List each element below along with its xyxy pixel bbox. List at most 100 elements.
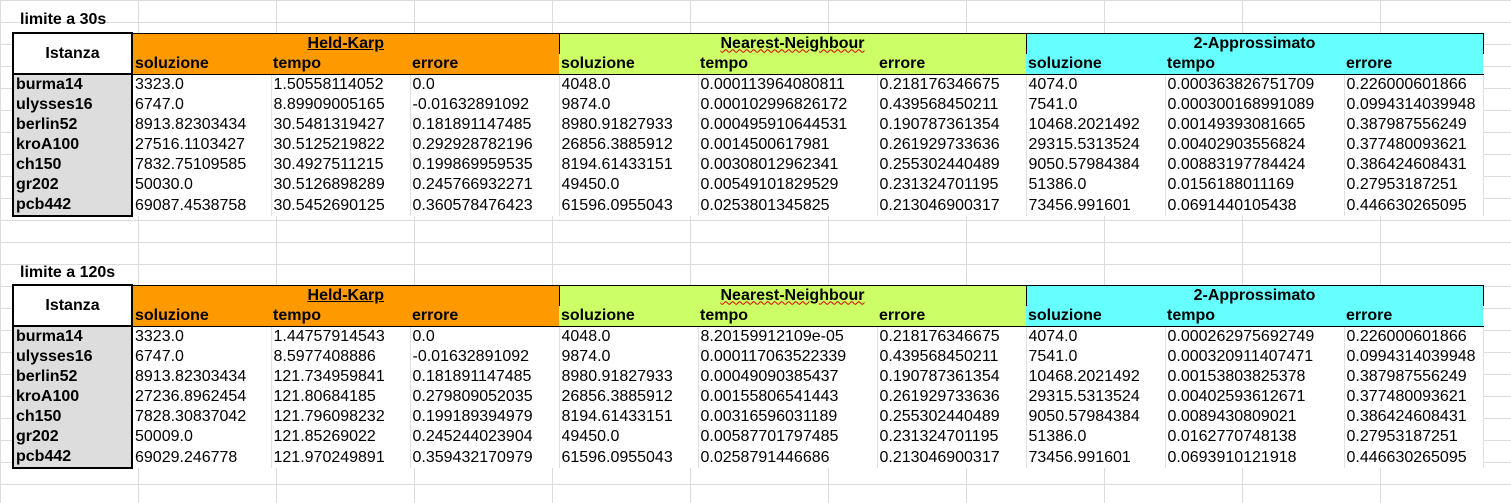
cell-errore[interactable]: 0.359432170979 xyxy=(410,447,560,468)
cell-soluzione[interactable]: 51386.0 xyxy=(1026,175,1166,195)
cell-soluzione[interactable]: 7541.0 xyxy=(1026,95,1166,115)
cell-soluzione[interactable]: 6747.0 xyxy=(132,95,272,115)
subheader-errore[interactable]: errore xyxy=(410,305,559,327)
cell-errore[interactable]: 0.190787361354 xyxy=(877,115,1027,135)
subheader-tempo[interactable]: tempo xyxy=(1165,53,1344,75)
cell-tempo[interactable]: 0.0253801345825 xyxy=(698,195,878,216)
cell-tempo[interactable]: 0.0258791446686 xyxy=(698,447,878,468)
cell-soluzione[interactable]: 6747.0 xyxy=(132,347,272,367)
cell-soluzione[interactable]: 9050.57984384 xyxy=(1026,155,1166,175)
subheader-tempo[interactable]: tempo xyxy=(1165,305,1344,327)
cell-errore[interactable]: 0.181891147485 xyxy=(410,367,560,387)
cell-soluzione[interactable]: 73456.991601 xyxy=(1026,195,1166,216)
cell-errore[interactable]: 0.27953187251 xyxy=(1344,427,1484,447)
cell-tempo[interactable]: 0.000495910644531 xyxy=(698,115,878,135)
cell-tempo[interactable]: 121.80684185 xyxy=(271,387,411,407)
subheader-tempo[interactable]: tempo xyxy=(271,53,410,75)
cell-soluzione[interactable]: 10468.2021492 xyxy=(1026,115,1166,135)
cell-tempo[interactable]: 0.0693910121918 xyxy=(1165,447,1345,468)
row-label-ulysses16[interactable]: ulysses16 xyxy=(12,347,133,367)
row-label-berlin52[interactable]: berlin52 xyxy=(12,115,133,135)
cell-tempo[interactable]: 0.0156188011169 xyxy=(1165,175,1345,195)
cell-soluzione[interactable]: 10468.2021492 xyxy=(1026,367,1166,387)
cell-tempo[interactable]: 0.00049090385437 xyxy=(698,367,878,387)
cell-errore[interactable]: 0.0 xyxy=(410,326,560,347)
cell-errore[interactable]: 0.199869959535 xyxy=(410,155,560,175)
cell-soluzione[interactable]: 73456.991601 xyxy=(1026,447,1166,468)
cell-errore[interactable]: 0.0994314039948 xyxy=(1344,347,1484,367)
cell-tempo[interactable]: 8.20159912109e-05 xyxy=(698,326,878,347)
cell-tempo[interactable]: 0.000320911407471 xyxy=(1165,347,1345,367)
cell-tempo[interactable]: 0.000102996826172 xyxy=(698,95,878,115)
cell-soluzione[interactable]: 9874.0 xyxy=(559,95,699,115)
cell-soluzione[interactable]: 4074.0 xyxy=(1026,74,1166,95)
cell-errore[interactable]: 0.255302440489 xyxy=(877,155,1027,175)
cell-soluzione[interactable]: 61596.0955043 xyxy=(559,447,699,468)
cell-tempo[interactable]: 0.00402903556824 xyxy=(1165,135,1345,155)
cell-soluzione[interactable]: 7832.75109585 xyxy=(132,155,272,175)
group-held-karp[interactable]: Held-Karp xyxy=(132,32,560,54)
cell-soluzione[interactable]: 8913.82303434 xyxy=(132,115,272,135)
cell-errore[interactable]: 0.199189394979 xyxy=(410,407,560,427)
cell-soluzione[interactable]: 9050.57984384 xyxy=(1026,407,1166,427)
group-held-karp[interactable]: Held-Karp xyxy=(132,284,560,306)
cell-soluzione[interactable]: 8194.61433151 xyxy=(559,407,699,427)
subheader-errore[interactable]: errore xyxy=(1344,305,1483,327)
cell-errore[interactable]: 0.226000601866 xyxy=(1344,326,1484,347)
row-label-ch150[interactable]: ch150 xyxy=(12,155,133,175)
row-label-pcb442[interactable]: pcb442 xyxy=(12,195,133,217)
cell-errore[interactable]: 0.218176346675 xyxy=(877,74,1027,95)
cell-errore[interactable]: 0.377480093621 xyxy=(1344,135,1484,155)
cell-soluzione[interactable]: 4048.0 xyxy=(559,326,699,347)
cell-soluzione[interactable]: 9874.0 xyxy=(559,347,699,367)
row-label-ulysses16[interactable]: ulysses16 xyxy=(12,95,133,115)
cell-errore[interactable]: 0.231324701195 xyxy=(877,427,1027,447)
cell-tempo[interactable]: 0.0691440105438 xyxy=(1165,195,1345,216)
cell-tempo[interactable]: 121.796098232 xyxy=(271,407,411,427)
cell-tempo[interactable]: 30.5125219822 xyxy=(271,135,411,155)
cell-errore[interactable]: 0.181891147485 xyxy=(410,115,560,135)
row-label-ch150[interactable]: ch150 xyxy=(12,407,133,427)
cell-errore[interactable]: 0.0 xyxy=(410,74,560,95)
cell-soluzione[interactable]: 51386.0 xyxy=(1026,427,1166,447)
cell-errore[interactable]: 0.377480093621 xyxy=(1344,387,1484,407)
cell-tempo[interactable]: 121.734959841 xyxy=(271,367,411,387)
cell-tempo[interactable]: 121.970249891 xyxy=(271,447,411,468)
subheader-soluzione[interactable]: soluzione xyxy=(132,53,271,75)
row-label-pcb442[interactable]: pcb442 xyxy=(12,447,133,469)
cell-soluzione[interactable]: 8980.91827933 xyxy=(559,115,699,135)
cell-tempo[interactable]: 0.00308012962341 xyxy=(698,155,878,175)
cell-tempo[interactable]: 30.5452690125 xyxy=(271,195,411,216)
cell-tempo[interactable]: 0.000262975692749 xyxy=(1165,326,1345,347)
cell-errore[interactable]: 0.386424608431 xyxy=(1344,407,1484,427)
cell-tempo[interactable]: 0.000300168991089 xyxy=(1165,95,1345,115)
subheader-errore[interactable]: errore xyxy=(877,305,1026,327)
cell-errore[interactable]: 0.387987556249 xyxy=(1344,367,1484,387)
cell-soluzione[interactable]: 8980.91827933 xyxy=(559,367,699,387)
cell-errore[interactable]: 0.0994314039948 xyxy=(1344,95,1484,115)
cell-errore[interactable]: 0.439568450211 xyxy=(877,95,1027,115)
row-label-burma14[interactable]: burma14 xyxy=(12,74,133,95)
subheader-soluzione[interactable]: soluzione xyxy=(132,305,271,327)
cell-errore[interactable]: 0.226000601866 xyxy=(1344,74,1484,95)
cell-errore[interactable]: 0.261929733636 xyxy=(877,135,1027,155)
cell-errore[interactable]: -0.01632891092 xyxy=(410,347,560,367)
subheader-errore[interactable]: errore xyxy=(877,53,1026,75)
row-label-burma14[interactable]: burma14 xyxy=(12,326,133,347)
subheader-soluzione[interactable]: soluzione xyxy=(1026,305,1165,327)
cell-errore[interactable]: 0.213046900317 xyxy=(877,195,1027,216)
cell-soluzione[interactable]: 26856.3885912 xyxy=(559,387,699,407)
cell-errore[interactable]: 0.292928782196 xyxy=(410,135,560,155)
cell-soluzione[interactable]: 4048.0 xyxy=(559,74,699,95)
cell-tempo[interactable]: 0.000113964080811 xyxy=(698,74,878,95)
cell-tempo[interactable]: 0.00316596031189 xyxy=(698,407,878,427)
subheader-tempo[interactable]: tempo xyxy=(698,305,877,327)
cell-soluzione[interactable]: 8913.82303434 xyxy=(132,367,272,387)
cell-soluzione[interactable]: 7828.30837042 xyxy=(132,407,272,427)
subheader-soluzione[interactable]: soluzione xyxy=(559,305,698,327)
cell-errore[interactable]: 0.279809052035 xyxy=(410,387,560,407)
cell-errore[interactable]: 0.386424608431 xyxy=(1344,155,1484,175)
cell-tempo[interactable]: 1.50558114052 xyxy=(271,74,411,95)
cell-errore[interactable]: 0.27953187251 xyxy=(1344,175,1484,195)
cell-tempo[interactable]: 30.5126898289 xyxy=(271,175,411,195)
